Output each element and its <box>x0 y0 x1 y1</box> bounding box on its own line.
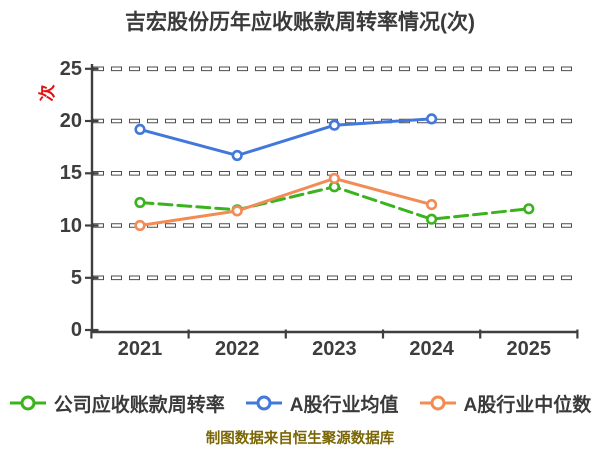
legend-label: A股行业中位数 <box>463 394 592 416</box>
legend-item-2[interactable]: A股行业中位数 <box>419 390 592 417</box>
y-tick-label: 5 <box>70 266 82 289</box>
x-tick-label: 2024 <box>409 338 454 360</box>
legend-marker-icon <box>9 395 46 411</box>
series-line-1 <box>138 117 434 158</box>
data-point-series-2 <box>231 205 243 217</box>
legend-label: A股行业均值 <box>289 394 399 416</box>
plot-area <box>85 64 579 339</box>
y-tick-label: 20 <box>59 110 82 132</box>
data-point-series-1 <box>328 119 341 131</box>
data-source-caption: 制图数据来自恒生聚源数据库 <box>205 431 395 447</box>
y-tick-label: 15 <box>59 162 82 185</box>
data-point-series-2 <box>328 172 341 185</box>
data-point-series-0 <box>426 213 438 225</box>
chart-title: 吉宏股份历年应收账款周转率情况(次) <box>125 11 475 34</box>
x-tick-label: 2025 <box>506 338 552 360</box>
y-tick-label: 10 <box>59 214 82 237</box>
y-tick-label: 0 <box>70 319 82 341</box>
x-tick-label: 2023 <box>312 338 357 360</box>
data-point-series-1 <box>134 123 146 135</box>
data-point-series-0 <box>523 203 535 215</box>
legend-marker-icon <box>419 395 456 411</box>
series-line-2 <box>138 176 434 227</box>
legend: 公司应收账款周转率 A股行业均值 A股行业中位数 <box>0 390 600 416</box>
x-tick-label: 2022 <box>214 338 260 360</box>
legend-item-1[interactable]: A股行业均值 <box>245 390 399 417</box>
data-point-series-2 <box>426 199 438 211</box>
data-point-series-0 <box>134 196 146 209</box>
data-point-series-1 <box>426 113 438 125</box>
x-tick-label: 2021 <box>117 338 163 360</box>
legend-label: 公司应收账款周转率 <box>53 394 225 416</box>
data-point-series-1 <box>231 149 243 162</box>
data-point-series-2 <box>134 219 146 232</box>
y-tick-label: 25 <box>59 57 82 80</box>
legend-item-0[interactable]: 公司应收账款周转率 <box>9 390 225 417</box>
legend-marker-icon <box>245 395 282 411</box>
